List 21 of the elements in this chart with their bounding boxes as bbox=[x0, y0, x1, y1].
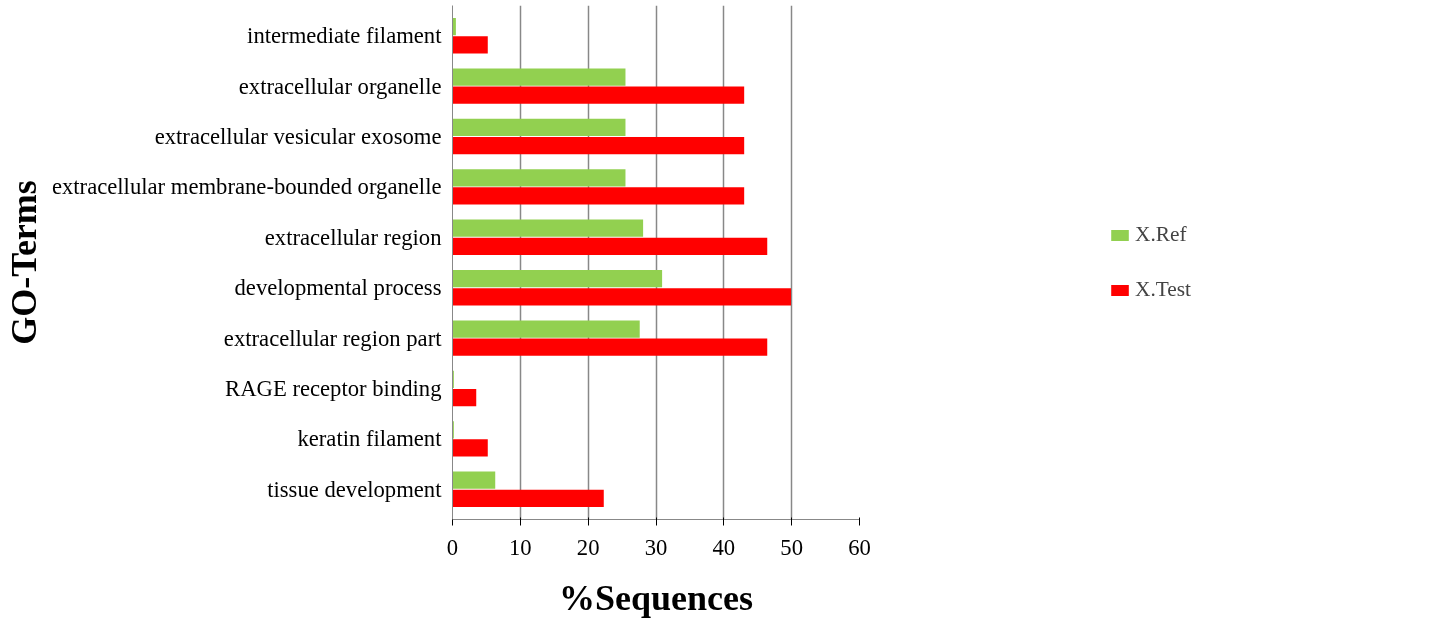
y-tick-label: extracellular vesicular exosome bbox=[154, 124, 442, 150]
y-tick-label: intermediate filament bbox=[247, 23, 443, 49]
y-axis-title: GO-Terms bbox=[3, 180, 44, 345]
x-tick-label: 20 bbox=[576, 534, 600, 560]
y-tick-label: extracellular membrane-bounded organelle bbox=[51, 174, 442, 200]
x-tick-label: 10 bbox=[509, 534, 532, 560]
y-tick-label: keratin filament bbox=[297, 426, 443, 452]
y-tick-label: extracellular organelle bbox=[238, 73, 442, 99]
x-tick-label: 0 bbox=[446, 534, 459, 560]
y-tick-label: tissue development bbox=[267, 476, 443, 502]
x-tick-label: 50 bbox=[780, 534, 803, 560]
y-tick-label: RAGE receptor binding bbox=[225, 375, 442, 401]
x-tick-label: 60 bbox=[848, 534, 871, 560]
y-tick-label: extracellular region part bbox=[223, 325, 443, 351]
x-axis-title: %Sequences bbox=[559, 577, 754, 618]
x-tick-label: 30 bbox=[644, 534, 668, 560]
x-tick-label: 40 bbox=[712, 534, 736, 560]
y-tick-label: extracellular region bbox=[264, 224, 442, 250]
y-tick-label: developmental process bbox=[234, 275, 442, 301]
legend-label: X.Test bbox=[1135, 277, 1191, 302]
legend-label: X.Ref bbox=[1135, 222, 1187, 247]
